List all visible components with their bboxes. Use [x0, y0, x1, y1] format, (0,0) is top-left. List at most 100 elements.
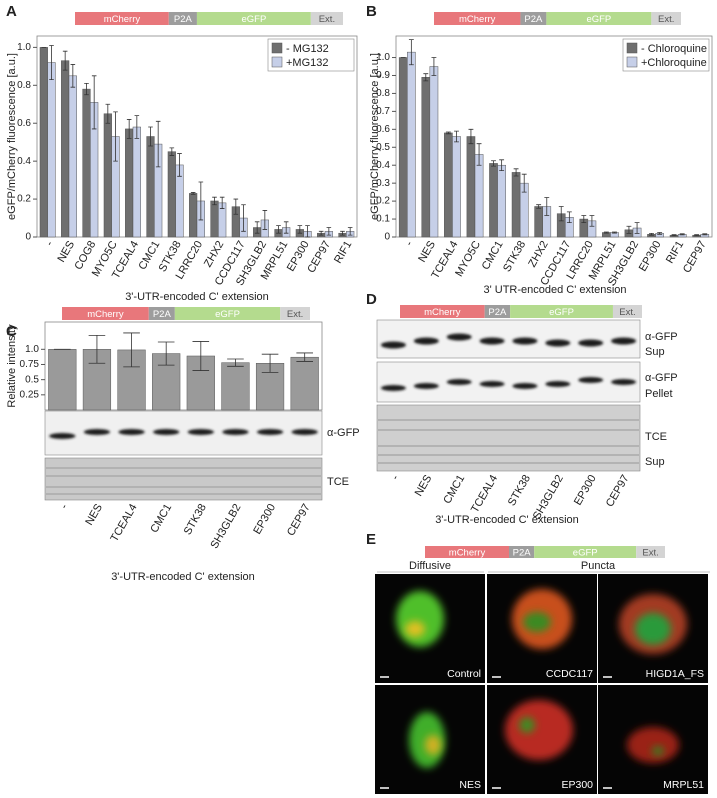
construct-segment [62, 307, 149, 320]
error-bar [219, 196, 225, 209]
bar [407, 51, 416, 238]
construct-segment [534, 546, 637, 558]
blot-band [413, 337, 439, 345]
y-axis-label: eGFP/mCherry fluorescence [a.u.] [6, 53, 18, 220]
error-bar [198, 181, 204, 221]
construct-segment [174, 307, 281, 320]
error-bar [169, 147, 175, 156]
legend-swatch [626, 56, 638, 68]
error-bar [589, 215, 595, 227]
blot-band [446, 379, 472, 385]
construct-segment [520, 12, 547, 25]
cell [519, 717, 535, 733]
error-bar [283, 221, 289, 234]
bar [474, 154, 484, 238]
error-bar [276, 225, 281, 234]
bar [497, 164, 506, 238]
x-tick-label: RIF1 [664, 239, 686, 266]
legend-label: - Chloroquine [641, 43, 707, 55]
blot-band [222, 429, 249, 435]
bar [398, 57, 408, 238]
y-tick-label: 0 [25, 232, 31, 243]
x-axis-label: 3'-UTR-encoded C' extension [435, 514, 579, 526]
error-bar [70, 64, 76, 88]
construct-label: Ext. [619, 307, 635, 318]
error-bar [626, 225, 632, 234]
construct-label: eGFP [549, 307, 574, 318]
y-tick-label: 0.2 [17, 194, 31, 205]
y-tick-label: 0.4 [376, 160, 390, 171]
bar [61, 60, 70, 238]
blot-label: Pellet [645, 388, 673, 400]
y-tick-label: 0.8 [17, 80, 31, 91]
x-tick-label: NES [413, 473, 435, 499]
blot-label: TCE [327, 476, 349, 488]
error-bar [679, 233, 685, 236]
blot-band [49, 433, 76, 439]
construct-segment [310, 12, 343, 25]
x-tick-label: EP300 [637, 239, 664, 274]
construct-label: P2A [153, 309, 172, 320]
error-bar [476, 143, 482, 166]
bar [421, 77, 431, 238]
error-bar [155, 120, 161, 168]
bar [117, 349, 146, 411]
blot-band [380, 385, 406, 391]
bar [167, 151, 176, 238]
image-label: EP300 [561, 779, 593, 791]
error-bar [326, 227, 332, 236]
construct-segment [546, 12, 652, 25]
group-label: Diffusive [409, 560, 451, 572]
construct-label: P2A [524, 14, 543, 25]
y-tick-label: 0 [384, 232, 390, 243]
plot-frame [44, 321, 323, 411]
blot-band [545, 381, 571, 387]
blot-band [512, 337, 538, 345]
bar [47, 62, 56, 238]
blot-band [611, 379, 637, 385]
error-bar [408, 39, 414, 66]
group-label: Puncta [581, 560, 616, 572]
x-tick-label: EP300 [572, 473, 599, 508]
error-bar [241, 204, 246, 232]
cell [396, 591, 444, 647]
y-tick-label: 0.8 [376, 88, 390, 99]
construct-label: mCherry [424, 307, 461, 318]
y-tick-label: 0.5 [376, 142, 390, 153]
construct-segment [148, 307, 175, 320]
x-tick-label: STK38 [182, 502, 209, 537]
error-bar [227, 358, 244, 367]
blot-band [256, 429, 284, 435]
x-tick-label: - [44, 239, 56, 248]
x-tick-label: NES [55, 239, 77, 265]
y-tick-label: 0.1 [376, 214, 390, 225]
x-axis-label: 3'-UTR-encoded C' extension [111, 571, 255, 583]
construct-label: Ext. [642, 548, 658, 559]
error-bar [134, 115, 140, 139]
construct-segment [484, 305, 511, 318]
panel-letter: D [366, 291, 377, 308]
error-bar [431, 57, 437, 76]
bar [68, 75, 77, 238]
error-bar [581, 215, 587, 224]
error-bar [105, 103, 111, 124]
error-bar [190, 192, 196, 195]
error-bar [91, 75, 97, 130]
y-tick-label: 1.0 [25, 344, 39, 355]
blot-band [291, 429, 318, 435]
construct-segment [509, 546, 535, 558]
blot-band [479, 381, 505, 387]
construct-segment [400, 305, 485, 318]
x-tick-label: CEP97 [285, 502, 313, 538]
error-bar [113, 111, 118, 162]
y-axis-label: eGFP/mCherry fluorescence [a.u.] [369, 53, 381, 220]
x-tick-label: RIF1 [332, 239, 354, 266]
error-bar [123, 332, 140, 368]
construct-label: P2A [513, 548, 532, 559]
x-axis-label: 3'-UTR-encoded C' extension [125, 291, 269, 303]
blot [376, 361, 641, 403]
blot-band [187, 429, 214, 435]
error-bar [177, 153, 182, 177]
blot-band [153, 429, 180, 435]
error-bar [254, 221, 260, 234]
